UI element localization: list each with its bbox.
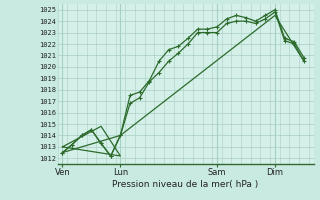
X-axis label: Pression niveau de la mer( hPa ): Pression niveau de la mer( hPa ) <box>112 180 259 189</box>
